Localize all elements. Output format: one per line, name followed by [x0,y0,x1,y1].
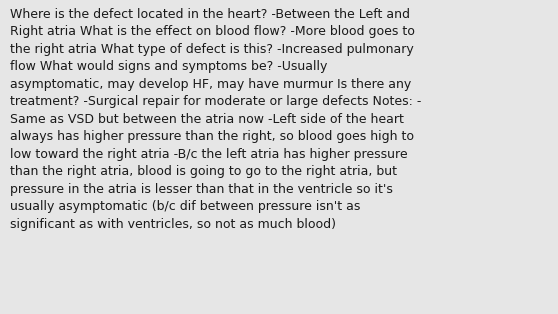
Text: Where is the defect located in the heart? -Between the Left and
Right atria What: Where is the defect located in the heart… [10,8,421,231]
